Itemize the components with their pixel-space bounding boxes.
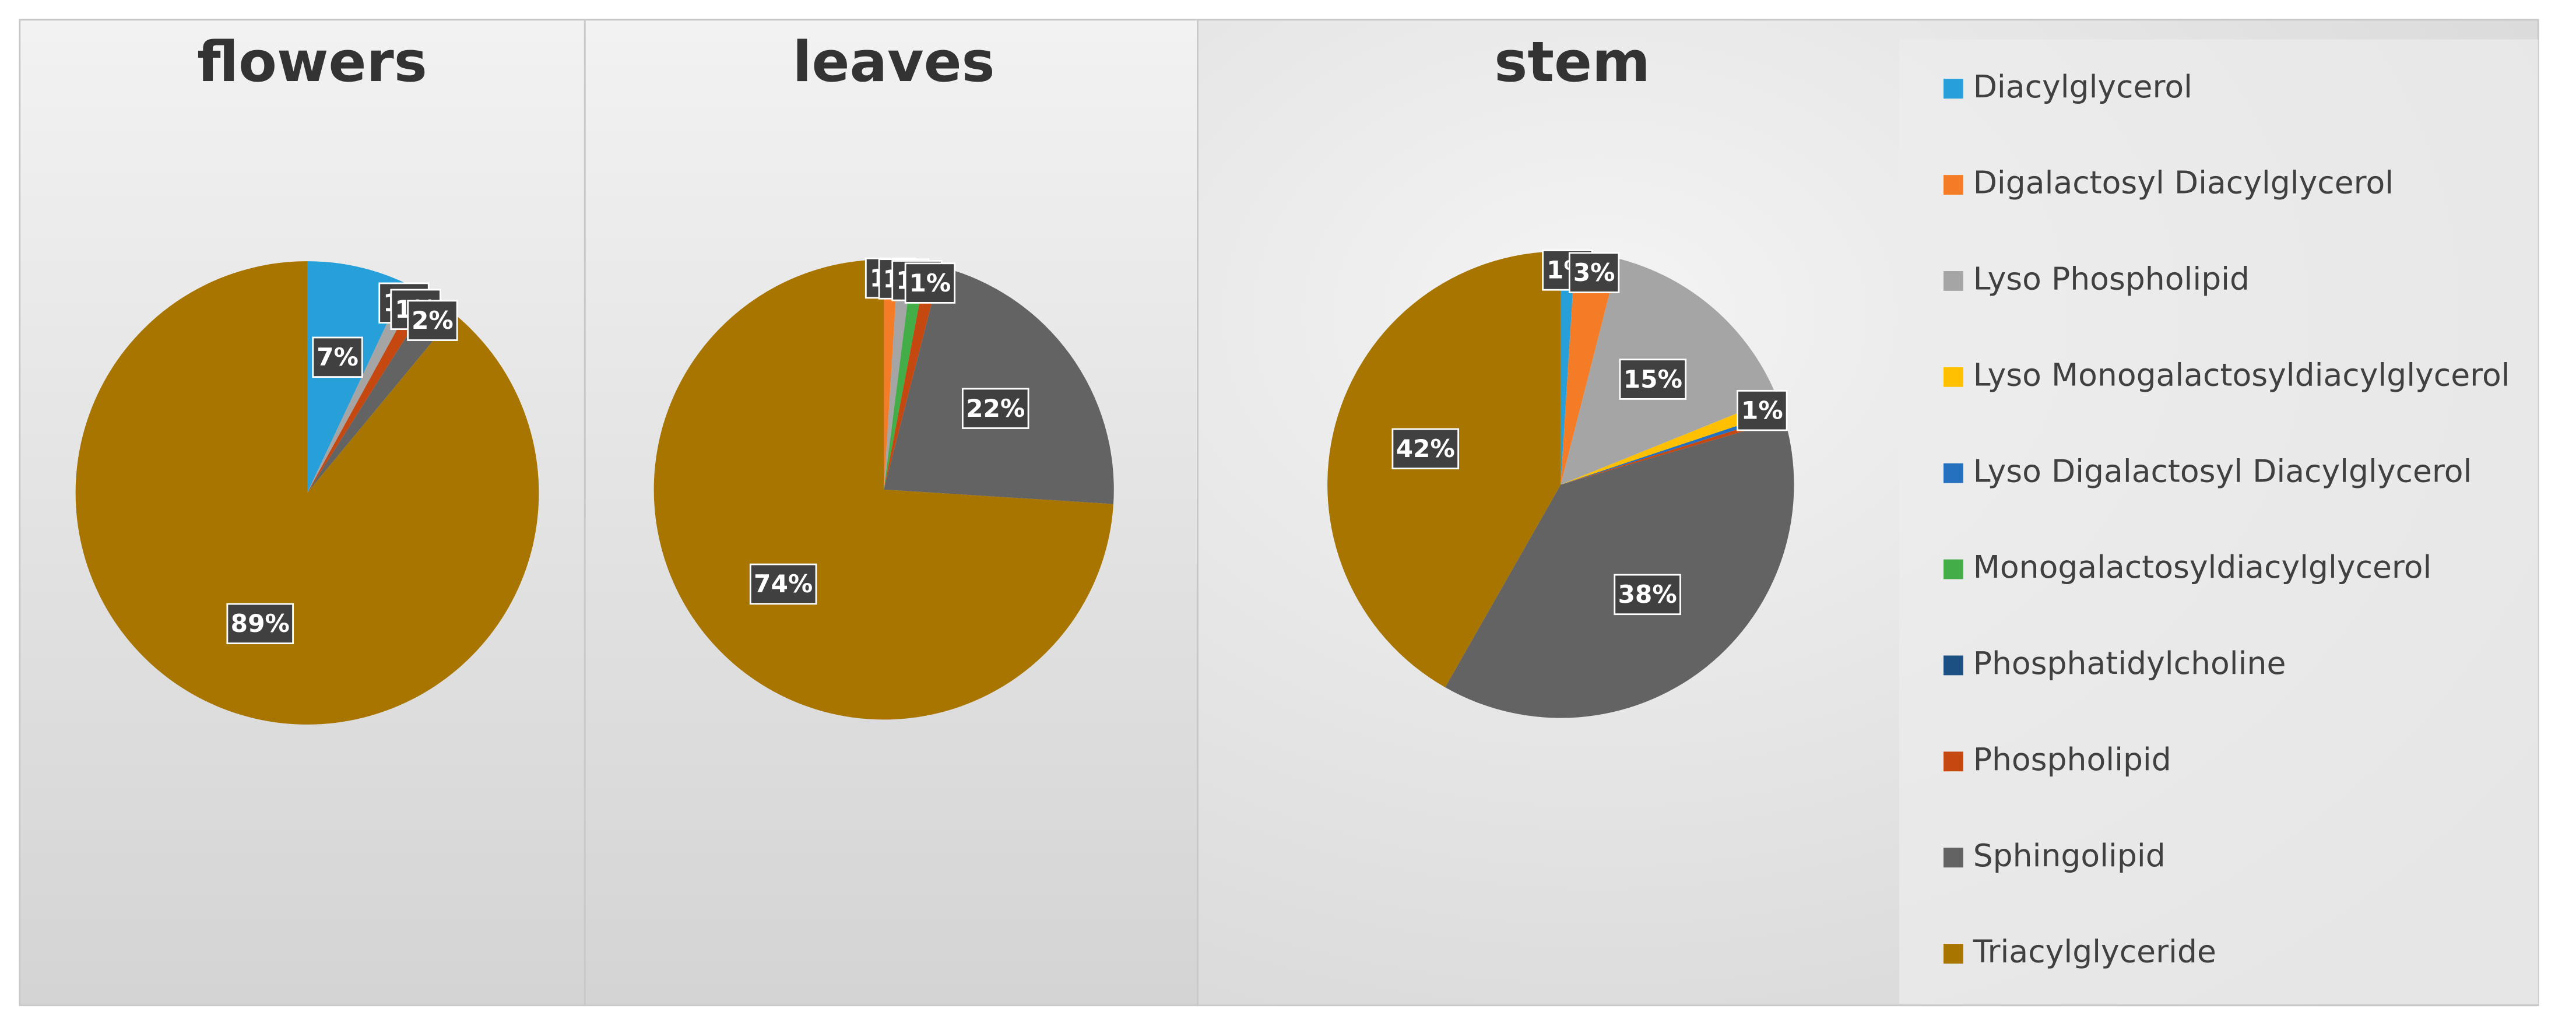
legend-label: Lyso Digalactosyl Diacylglycerol [1973,452,2472,489]
data-label: 74% [754,570,813,598]
pie-slice [884,261,927,490]
data-label: 3% [1573,258,1615,287]
legend-swatch [1943,751,1963,772]
data-label: 1% [1741,396,1783,424]
pie-slice [884,260,913,490]
chart-title: flowers [197,29,427,94]
pie-slice [307,290,431,493]
legend-swatch [1943,271,1963,291]
data-label-box [1737,389,1788,431]
legend-label: Phosphatidylcholine [1973,645,2286,681]
legend-swatch [1943,559,1963,579]
data-label-box [1391,428,1460,470]
pie-slice [1327,251,1561,687]
pie-slice [884,259,898,490]
data-label: 42% [1396,434,1455,463]
pie-slice [1561,397,1782,485]
legend-label: Lyso Phospholipid [1973,261,2250,297]
data-label: 15% [1623,365,1682,393]
data-label-box [961,388,1029,429]
pie-slice [307,283,419,493]
pie-slice [1561,251,1619,485]
chart-title: leaves [793,29,995,94]
pie-slice [884,266,1114,504]
legend-swatch [1943,367,1963,387]
legend-swatch [1943,175,1963,195]
pie-slice [884,263,941,490]
data-label-box [1614,574,1681,616]
pie-slice [1561,410,1784,485]
legend-label: Diacylglycerol [1973,68,2192,105]
pie-slice [307,297,455,493]
data-label-box [226,603,294,645]
legend-swatch [1943,944,1963,964]
data-label: 22% [966,394,1025,423]
legend-label: Digalactosyl Diacylglycerol [1973,164,2394,201]
chart-title: stem [1494,29,1650,94]
data-label: 89% [231,609,290,638]
data-label-box [312,336,363,378]
data-label-box [1568,252,1620,293]
pie-slice [75,261,539,725]
legend-swatch [1943,848,1963,868]
legend-box [1899,39,2539,1004]
data-label-box [749,563,817,605]
data-label-box [1619,359,1687,400]
legend-swatch [1943,79,1963,99]
data-label: 7% [317,343,359,371]
legend-label: Triacylglyceride [1973,933,2216,970]
legend-label: Lyso Monogalactosyldiacylglycerol [1973,356,2510,393]
data-label: 2% [412,306,454,335]
data-label-box [407,300,458,341]
pie-slice [1561,251,1576,485]
pie-slice [1445,419,1794,718]
data-label: 1% [909,269,951,297]
data-label: 38% [1618,580,1677,609]
legend-swatch [1943,655,1963,676]
legend-label: Monogalactosyldiacylglycerol [1973,549,2432,585]
data-label-box [904,262,956,304]
legend-label: Sphingolipid [1973,837,2166,874]
legend-swatch [1943,463,1963,483]
pie-slice [1561,415,1785,485]
legend-label: Phospholipid [1973,741,2171,778]
